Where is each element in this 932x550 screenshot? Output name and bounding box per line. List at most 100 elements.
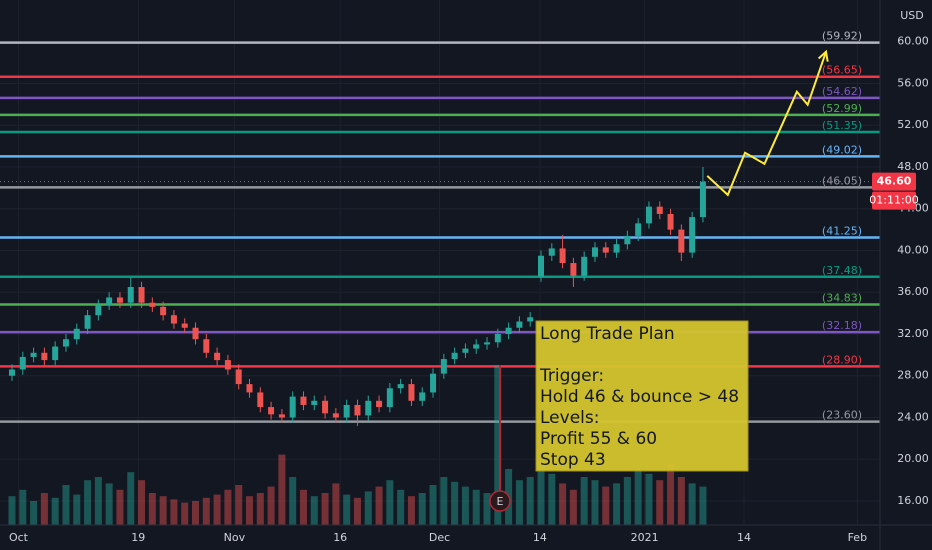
volume-bar	[461, 486, 469, 525]
y-tick-label: 20.00	[897, 452, 929, 465]
volume-bar	[440, 477, 448, 525]
volume-bar	[30, 501, 38, 525]
projection-arrowhead	[817, 49, 829, 62]
candle-body	[645, 206, 652, 224]
volume-bar	[202, 497, 210, 525]
note-line: Stop 43	[540, 450, 606, 470]
volume-bar	[278, 454, 286, 525]
volume-bar	[397, 489, 405, 525]
candle-body	[170, 315, 177, 324]
candle-body	[343, 404, 350, 418]
earnings-marker	[489, 490, 511, 512]
last-price-badge	[872, 172, 916, 191]
x-tick-label: Dec	[429, 531, 450, 544]
level-label: (54.62)	[822, 85, 862, 98]
candle-body	[246, 384, 253, 393]
volume-bar	[170, 499, 178, 525]
volume-bar	[699, 486, 707, 525]
candle-body	[451, 352, 458, 360]
volume-bar	[289, 477, 297, 525]
candle-body	[656, 206, 663, 214]
candle-body	[41, 352, 48, 361]
level-label: (37.48)	[822, 264, 862, 277]
last-price-label: 46.60	[877, 175, 912, 188]
volume-bar	[310, 496, 318, 525]
x-tick-label: 19	[131, 531, 145, 544]
y-tick-label: 40.00	[897, 243, 929, 256]
candle-body	[581, 256, 588, 276]
volume-bar	[688, 483, 696, 525]
candle-body	[127, 287, 134, 303]
volume-bar	[84, 480, 92, 525]
candle-body	[635, 223, 642, 236]
candle-body	[106, 297, 113, 305]
currency-label: USD	[900, 9, 924, 22]
candle-body	[689, 217, 696, 253]
volume-bar	[105, 483, 113, 525]
volume-bar	[407, 496, 415, 525]
x-tick-label: 14	[737, 531, 751, 544]
level-label: (23.60)	[822, 409, 862, 422]
overlay: E Long Trade Plan Trigger:Hold 46 & bounce…	[0, 49, 880, 512]
volume-bar	[645, 473, 653, 525]
volume-bar	[580, 477, 588, 525]
x-tick-label: 2021	[631, 531, 659, 544]
volume-bar	[224, 489, 232, 525]
level-label: (41.25)	[822, 224, 862, 237]
candle-body	[570, 263, 577, 276]
candle-body	[192, 327, 199, 340]
volume-bar	[62, 485, 70, 525]
candle-body	[214, 352, 221, 361]
candle-body	[354, 404, 361, 416]
candle-body	[613, 244, 620, 253]
volume-bar	[94, 477, 102, 525]
volume-bar	[602, 486, 610, 525]
candle-body	[365, 400, 372, 416]
y-tick-label: 32.00	[897, 327, 929, 340]
candle-body	[667, 213, 674, 230]
volume-bar	[321, 493, 329, 525]
candle-body	[19, 356, 26, 370]
countdown-badge	[872, 191, 916, 210]
volume-bar	[51, 497, 59, 525]
volume-bar	[656, 480, 664, 525]
candle-body	[62, 339, 69, 347]
level-label: (56.65)	[822, 64, 862, 77]
level-label: (51.35)	[822, 119, 862, 132]
candle-body	[8, 369, 15, 376]
volume-bar	[472, 489, 480, 525]
y-tick-label: 60.00	[897, 35, 929, 48]
volume-bar	[40, 493, 48, 525]
volume-bar	[353, 497, 361, 525]
volume-bar	[548, 473, 556, 525]
volume-bar	[159, 496, 167, 525]
candle-body	[138, 287, 145, 303]
y-tick-label: 28.00	[897, 369, 929, 382]
x-tick-label: Oct	[9, 531, 29, 544]
volume-bar	[332, 483, 340, 525]
candle-body	[376, 400, 383, 408]
candle-body	[257, 392, 264, 408]
candle-body	[116, 297, 123, 303]
candle-body	[73, 328, 80, 340]
volume-bar	[8, 496, 16, 525]
candle-body	[516, 321, 523, 328]
x-tick-label: 14	[533, 531, 547, 544]
volume-bar	[267, 486, 275, 525]
candle-body	[494, 333, 501, 343]
volume-bar	[494, 365, 502, 525]
candle-body	[30, 352, 37, 357]
volume-bar	[613, 483, 621, 525]
candle-body	[160, 306, 167, 316]
note-line: Hold 46 & bounce > 48	[540, 387, 739, 407]
candle-body	[699, 181, 706, 218]
candles	[8, 166, 706, 426]
volume-bar	[343, 494, 351, 525]
candle-body	[430, 373, 437, 393]
candle-body	[332, 413, 339, 418]
volume-bar	[429, 485, 437, 525]
candle-body	[473, 344, 480, 349]
volume-bar	[677, 477, 685, 525]
note-box	[535, 320, 749, 472]
